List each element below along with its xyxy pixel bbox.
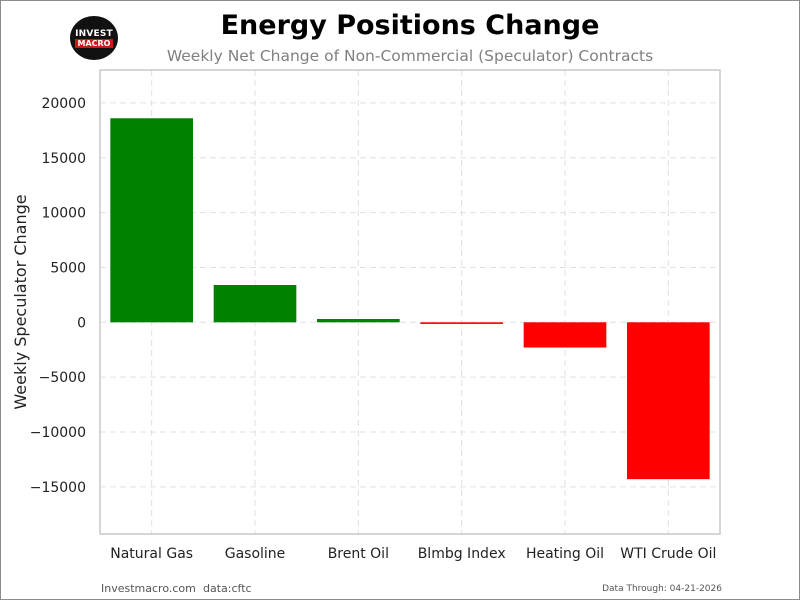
chart-title: Energy Positions Change — [220, 10, 600, 41]
y-axis-label: Weekly Speculator Change — [11, 194, 30, 409]
bar-wti-crude-oil — [627, 322, 710, 480]
chart-subtitle: Weekly Net Change of Non-Commercial (Spe… — [166, 47, 654, 65]
y-tick-label: −10000 — [30, 425, 86, 441]
x-tick-label: Heating Oil — [526, 546, 604, 562]
x-tick-label: Gasoline — [225, 546, 286, 562]
plot-area-border — [99, 69, 721, 535]
footer-source: data:cftc — [203, 582, 252, 595]
y-tick-label: 5000 — [50, 260, 86, 276]
logo-text-bottom: MACRO — [74, 38, 114, 48]
footer-data-through: Data Through: 04-21-2026 — [602, 584, 722, 594]
y-tick-label: 15000 — [41, 151, 86, 167]
y-tick-label: −15000 — [30, 480, 86, 496]
bar-heating-oil — [523, 322, 607, 348]
x-tick-label: Brent Oil — [328, 546, 389, 562]
logo-text-top: INVEST — [75, 28, 113, 39]
bar-gasoline — [213, 284, 297, 323]
y-tick-label: −5000 — [39, 370, 86, 386]
bar-natural-gas — [110, 118, 193, 323]
x-tick-label: WTI Crude Oil — [620, 546, 716, 562]
y-tick-label: 20000 — [41, 96, 86, 112]
footer-site: Investmacro.com — [101, 582, 196, 595]
y-tick-label: 0 — [77, 315, 86, 331]
investmacro-logo: INVEST MACRO — [70, 16, 118, 60]
x-tick-label: Blmbg Index — [418, 546, 506, 562]
y-tick-label: 10000 — [41, 206, 86, 222]
bar-brent-oil — [317, 319, 400, 323]
x-tick-label: Natural Gas — [110, 546, 193, 562]
bar-blmbg-index — [420, 322, 503, 324]
